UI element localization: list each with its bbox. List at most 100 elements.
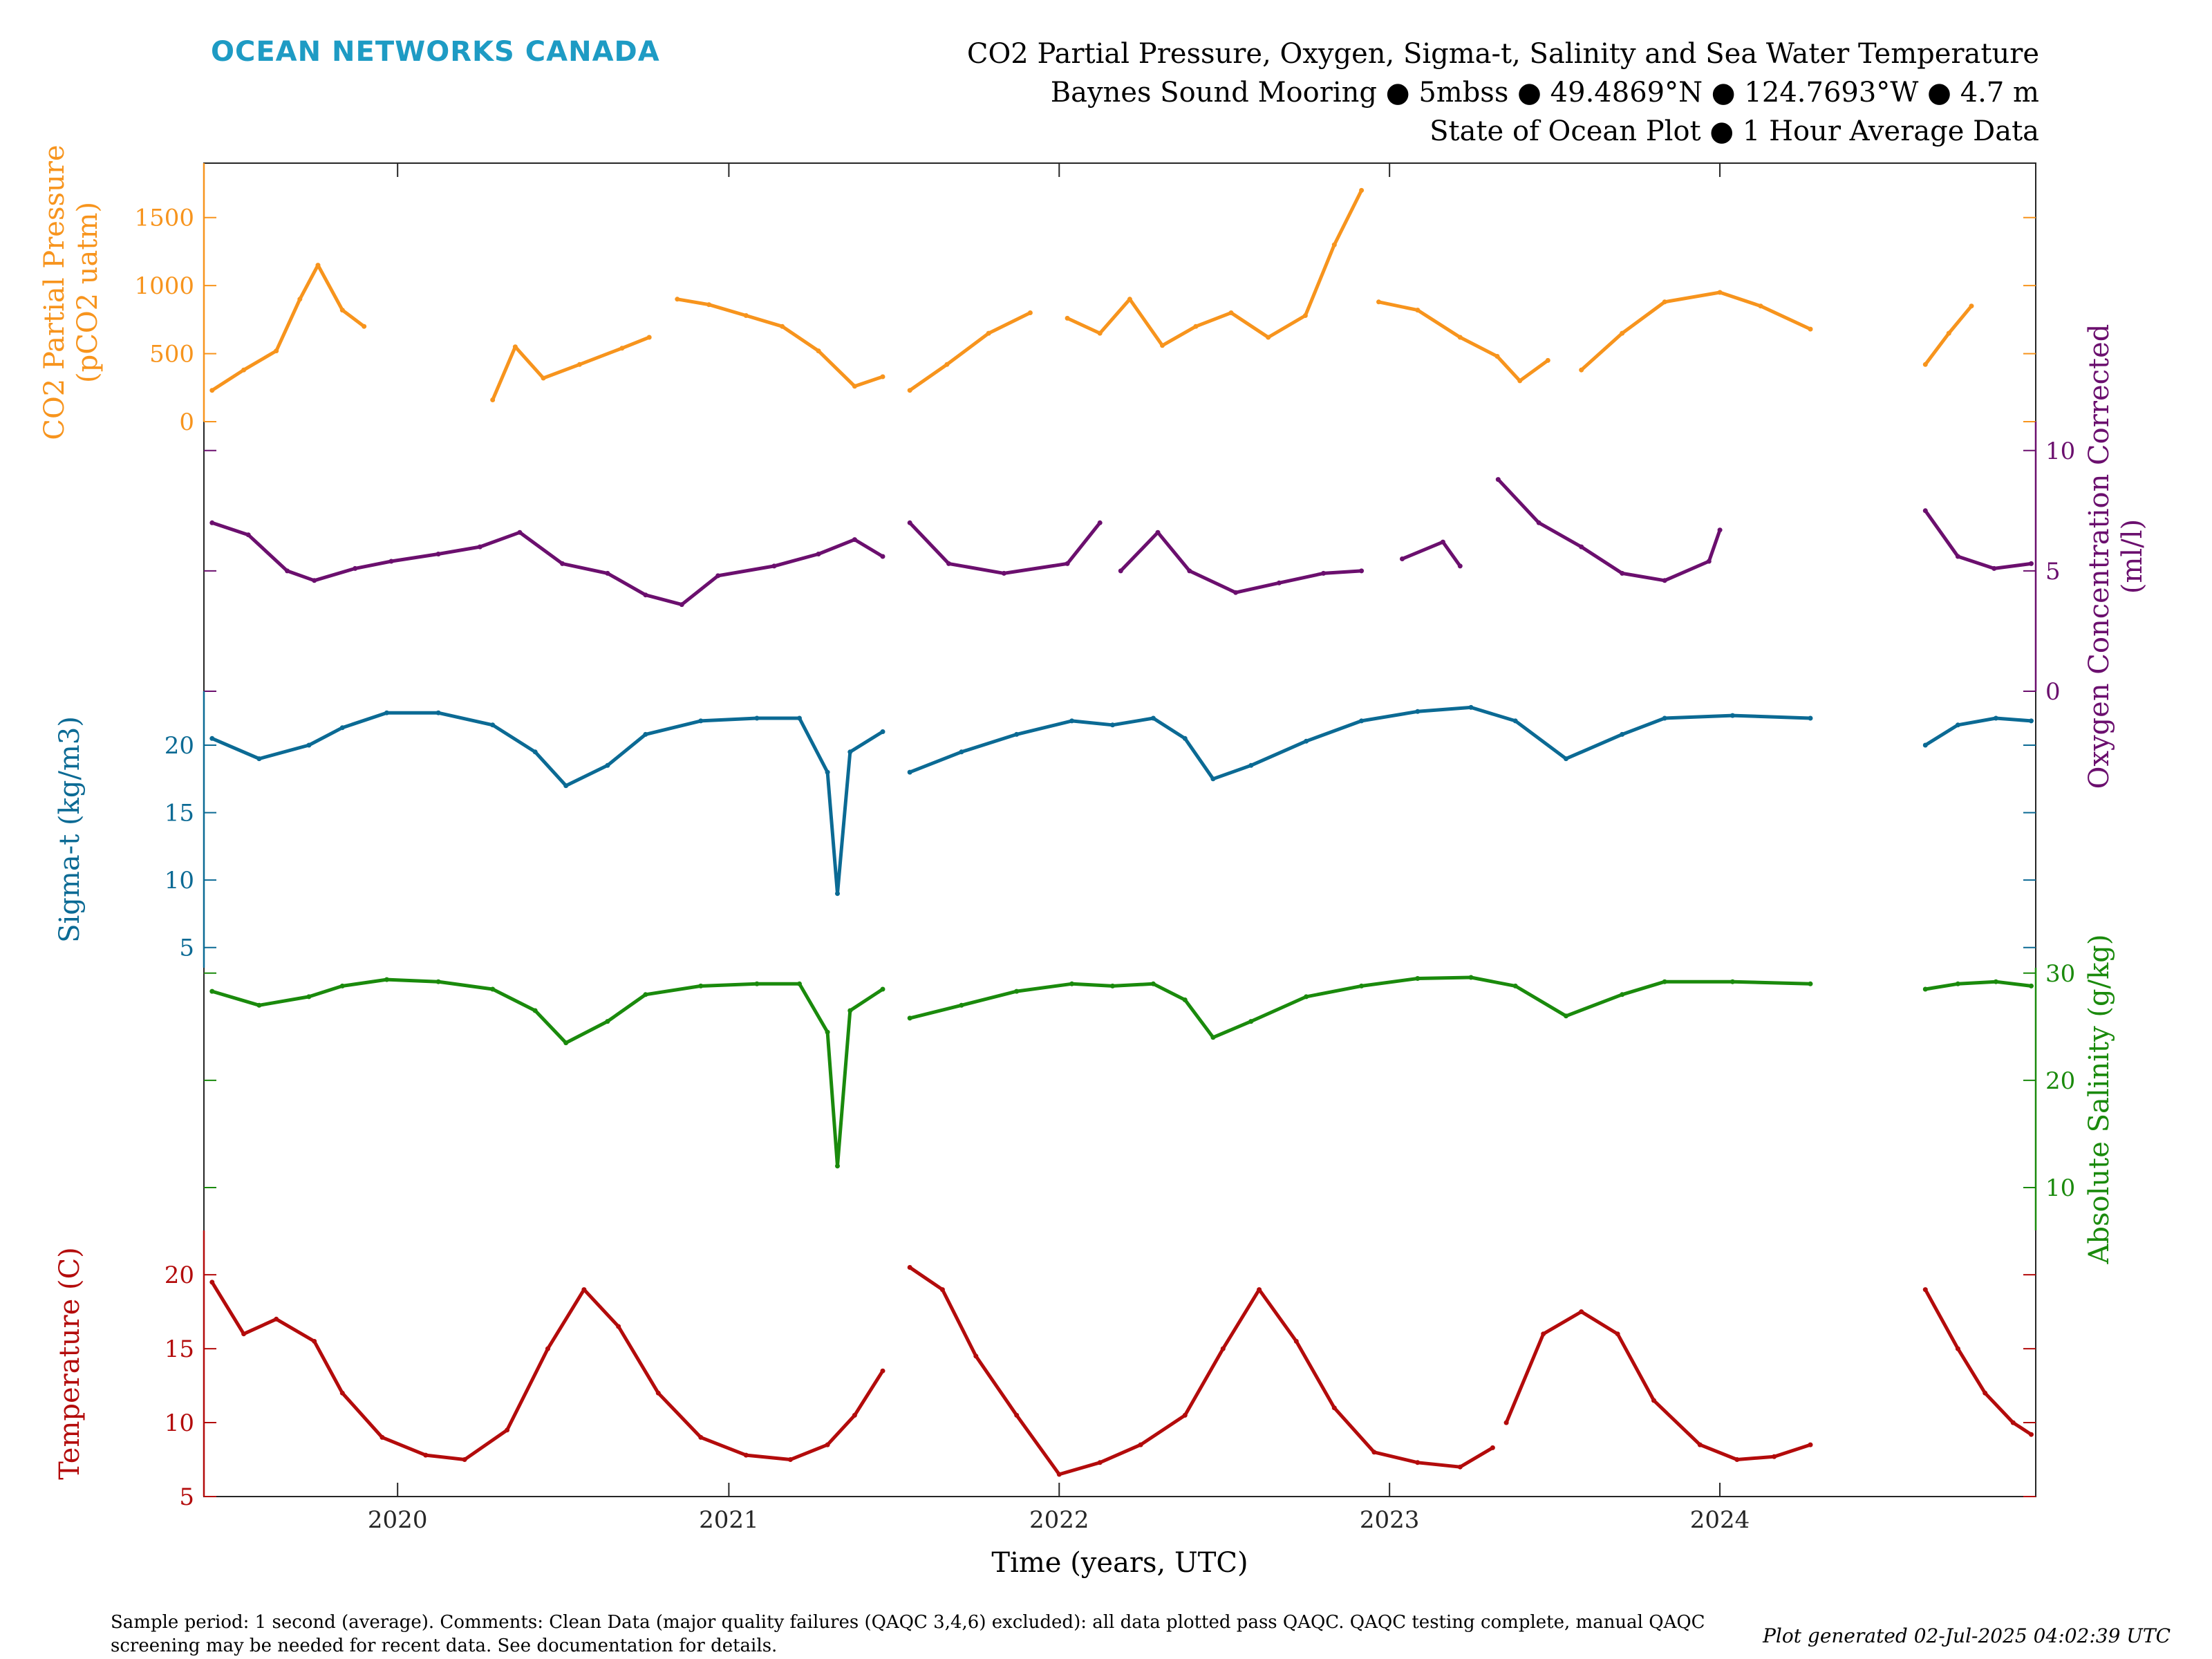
brand-logo: OCEAN NETWORKS CANADA	[211, 36, 660, 68]
temperature-data-point	[1734, 1457, 1740, 1462]
co2-partial-pressure-data-point	[1266, 335, 1271, 340]
absolute-salinity-data-point	[1248, 1019, 1254, 1024]
co2-partial-pressure-data-point	[1415, 308, 1421, 313]
oxygen-concentration-corrected-data-point	[816, 552, 821, 556]
absolute-salinity-tick-label: 20	[2045, 1067, 2075, 1095]
temperature-data-point	[655, 1390, 661, 1396]
absolute-salinity-data-point	[797, 981, 802, 986]
sigma-t-data-point	[1182, 735, 1188, 741]
temperature-data-point	[743, 1452, 749, 1458]
sigma-t-data-point	[1415, 709, 1421, 714]
oxygen-concentration-corrected-axis-label: (ml/l)	[2117, 519, 2148, 594]
co2-partial-pressure-data-point	[1717, 290, 1723, 295]
co2-partial-pressure-data-point	[1359, 187, 1365, 193]
chart-title: CO2 Partial Pressure, Oxygen, Sigma-t, S…	[966, 38, 2039, 70]
temperature-data-point	[1371, 1450, 1377, 1455]
sigma-t-data-point	[1468, 704, 1474, 710]
sigma-t-data-point	[1248, 762, 1254, 768]
temperature-data-point	[1257, 1287, 1262, 1293]
temperature-data-point	[1541, 1331, 1546, 1337]
absolute-salinity-data-point	[1182, 997, 1188, 1002]
absolute-salinity-data-point	[256, 1002, 262, 1008]
oxygen-concentration-corrected-data-point	[605, 570, 610, 576]
absolute-salinity-series-line	[212, 975, 2032, 1168]
absolute-salinity-data-point	[847, 1008, 853, 1013]
sigma-t-data-point	[1014, 731, 1020, 737]
sigma-t-data-point	[880, 729, 885, 734]
sigma-t-data-point	[1069, 718, 1075, 724]
co2-partial-pressure-data-point	[880, 374, 885, 379]
absolute-salinity-data-point	[698, 983, 704, 988]
temperature-data-point	[1014, 1412, 1020, 1418]
sigma-t-data-point	[959, 749, 964, 755]
co2-partial-pressure-data-point	[241, 367, 247, 373]
sigma-t-data-point	[797, 715, 802, 721]
sigma-t-data-point	[1512, 718, 1518, 724]
co2-partial-pressure-data-point	[577, 362, 582, 367]
oxygen-concentration-corrected-data-point	[435, 552, 441, 556]
co2-partial-pressure-data-point	[339, 308, 345, 313]
absolute-salinity-data-point	[643, 992, 648, 997]
oxygen-concentration-corrected-data-point	[1065, 561, 1070, 566]
co2-partial-pressure-data-point	[1097, 330, 1103, 336]
sigma-t-data-point	[754, 715, 760, 721]
oxygen-concentration-corrected-series-line	[212, 478, 2032, 607]
absolute-salinity-data-point	[1993, 979, 1998, 984]
temperature-data-point	[1808, 1442, 1813, 1447]
sigma-t-axis-label: Sigma-t (kg/m3)	[54, 716, 86, 943]
temperature-data-point	[787, 1457, 793, 1462]
oxygen-concentration-corrected-data-point	[1400, 556, 1405, 561]
absolute-salinity-data-point	[1304, 994, 1309, 1000]
co2-partial-pressure-data-point	[274, 348, 279, 354]
co2-partial-pressure-data-point	[1228, 310, 1234, 315]
absolute-salinity-data-point	[754, 981, 760, 986]
co2-partial-pressure-data-point	[362, 324, 367, 329]
absolute-salinity-data-point	[1014, 988, 1020, 994]
co2-partial-pressure-data-point	[646, 335, 652, 340]
co2-partial-pressure-data-point	[743, 313, 749, 318]
absolute-salinity-data-point	[490, 986, 496, 992]
oxygen-concentration-corrected-data-point	[907, 520, 912, 525]
temperature-data-point	[1331, 1405, 1337, 1411]
oxygen-concentration-corrected-data-point	[1495, 477, 1501, 482]
plot-frame	[203, 162, 2036, 1497]
sigma-t-data-point	[1150, 715, 1156, 721]
oxygen-concentration-corrected-data-point	[560, 561, 565, 566]
co2-partial-pressure-data-point	[1808, 326, 1813, 332]
absolute-salinity-data-point	[1808, 981, 1813, 986]
chart-subtitle-location: Baynes Sound Mooring ● 5mbss ● 49.4869°N…	[1050, 77, 2039, 109]
oxygen-concentration-corrected-data-point	[312, 578, 317, 583]
absolute-salinity-tick-label: 10	[2045, 1174, 2075, 1202]
temperature-data-point	[1955, 1346, 1960, 1351]
sigma-t-data-point	[907, 769, 912, 775]
absolute-salinity-tick-label: 30	[2045, 960, 2075, 988]
oxygen-concentration-corrected-data-point	[1955, 554, 1960, 559]
absolute-salinity-data-point	[1512, 983, 1518, 988]
temperature-data-point	[312, 1338, 317, 1344]
sigma-t-data-point	[698, 718, 704, 724]
absolute-salinity-data-point	[1564, 1013, 1568, 1019]
co2-partial-pressure-data-point	[1065, 315, 1070, 321]
temperature-data-point	[698, 1434, 704, 1440]
co2-partial-pressure-data-point	[1545, 357, 1550, 363]
co2-partial-pressure-data-point	[297, 297, 303, 302]
sigma-t-data-point	[1210, 776, 1216, 782]
co2-partial-pressure-data-point	[209, 388, 215, 393]
temperature-data-point	[1615, 1331, 1620, 1337]
temperature-tick-label: 10	[165, 1409, 194, 1437]
sigma-t-tick-label: 10	[165, 867, 194, 894]
temperature-tick-label: 20	[165, 1262, 194, 1289]
temperature-data-point	[462, 1457, 467, 1462]
temperature-data-point	[2010, 1420, 2016, 1425]
absolute-salinity-data-point	[1662, 979, 1667, 984]
temperature-tick-label: 15	[165, 1335, 194, 1363]
oxygen-concentration-corrected-data-point	[946, 561, 951, 566]
absolute-salinity-data-point	[959, 1002, 964, 1008]
temperature-data-point	[241, 1331, 247, 1337]
chart-title-block: CO2 Partial Pressure, Oxygen, Sigma-t, S…	[967, 35, 2039, 151]
co2-partial-pressure-data-point	[852, 384, 857, 389]
oxygen-concentration-corrected-data-point	[1620, 570, 1625, 576]
temperature-tick-label: 5	[179, 1483, 194, 1511]
absolute-salinity-data-point	[1955, 981, 1960, 986]
